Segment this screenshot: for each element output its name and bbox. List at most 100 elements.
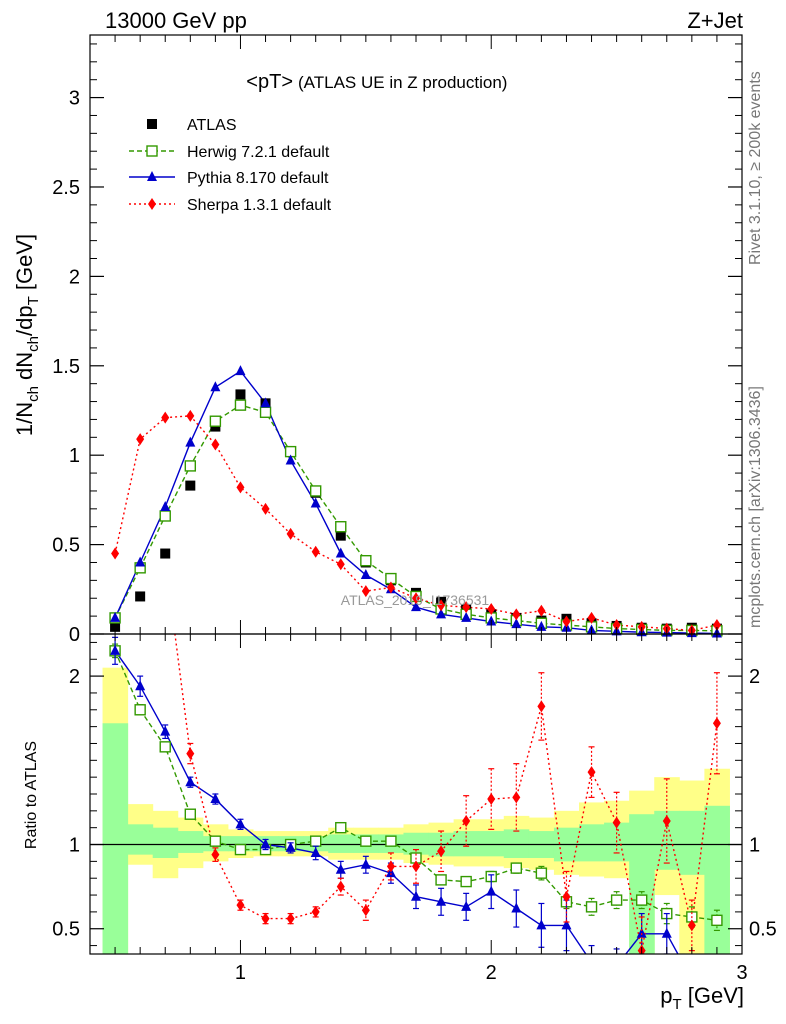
ratio-data-point: [135, 680, 146, 691]
main-data-point: [259, 406, 272, 418]
ratio-data-point: [386, 860, 395, 873]
ratio-series-line: [114, 650, 717, 921]
ratio-y-tick-label: 0.5: [52, 919, 80, 941]
ratio-data-point: [635, 894, 648, 906]
ratio-data-point: [486, 885, 497, 896]
ratio-panel: 0.5 0.5 1 1 2 2 1 2 3 Ratio to ATLAS pT [GeV]: [23, 633, 777, 1013]
ratio-data-point: [561, 919, 572, 930]
main-data-point: [236, 481, 245, 494]
uncertainty-band-inner: [177, 831, 204, 853]
main-data-point: [311, 545, 320, 558]
ratio-data-point: [159, 741, 171, 753]
main-data-point: [511, 618, 522, 629]
ratio-data-point: [636, 927, 647, 938]
main-data-point: [335, 521, 347, 533]
header-left: 13000 GeV pp: [105, 8, 247, 33]
header-right: Z+Jet: [687, 8, 743, 33]
uncertainty-band-inner: [503, 829, 530, 858]
ratio-data-point: [185, 776, 196, 787]
x-tick-label: 2: [486, 962, 497, 984]
y-axis-label-ratio: Ratio to ATLAS: [23, 741, 40, 849]
legend-label: Pythia 8.170 default: [187, 170, 329, 187]
mcplots-label: mcplots.cern.ch [arXiv:1306.3436]: [747, 386, 764, 628]
y-tick-label: 1: [69, 445, 80, 467]
x-tick-label: 3: [736, 962, 747, 984]
ratio-y-tick-label-right: 2: [749, 666, 760, 688]
ratio-data-point: [437, 845, 446, 858]
uncertainty-band-inner: [152, 827, 179, 858]
ratio-y-tick-label-right: 1: [749, 835, 760, 857]
uncertainty-band-inner: [704, 805, 730, 954]
ratio-data-point: [460, 875, 472, 888]
legend-label: Herwig 7.2.1 default: [187, 144, 330, 161]
ratio-data-point: [260, 838, 271, 849]
ratio-data-point: [360, 835, 372, 847]
y-tick-label: 0: [69, 624, 80, 646]
ratio-data-point: [712, 717, 721, 730]
ratio-data-point: [335, 821, 347, 834]
legend-label: ATLAS: [187, 117, 237, 134]
x-tick-label: 1: [235, 962, 246, 984]
main-data-point: [487, 602, 496, 615]
legend-marker: [148, 198, 156, 210]
y-tick-label: 2: [69, 266, 80, 288]
main-data-point: [310, 497, 321, 508]
ratio-data-point: [487, 793, 496, 806]
ratio-data-point: [610, 894, 623, 906]
ratio-data-point: [461, 900, 472, 911]
ratio-data-point: [562, 890, 571, 903]
ratio-data-point: [612, 816, 621, 829]
main-data-point: [186, 409, 195, 422]
main-data-point: [160, 501, 171, 512]
uncertainty-band-inner: [478, 831, 505, 857]
main-data-point: [261, 502, 270, 515]
watermark: ATLAS_2019_I1736531: [341, 592, 490, 608]
ratio-data-point: [385, 835, 397, 847]
ratio-data-point: [662, 814, 671, 827]
ratio-data-point: [186, 747, 195, 760]
ratio-data-point: [234, 843, 247, 856]
ratio-data-point: [236, 899, 245, 912]
main-data-point: [210, 381, 221, 392]
uncertainty-band-inner: [127, 824, 154, 855]
ratio-data-point: [235, 818, 246, 829]
main-data-point: [135, 556, 146, 567]
ratio-data-point: [335, 863, 346, 874]
main-data-point: [537, 604, 546, 617]
ratio-data-point: [336, 880, 345, 893]
main-data-point: [110, 621, 121, 632]
main-data-point: [110, 611, 121, 622]
uncertainty-band-inner: [403, 832, 430, 855]
main-data-point: [234, 399, 247, 411]
ratio-data-point: [261, 912, 270, 925]
ratio-data-point: [210, 793, 221, 804]
main-data-point: [285, 454, 296, 465]
legend-marker: [146, 145, 158, 157]
ratio-data-point: [536, 919, 547, 930]
main-data-point: [161, 411, 170, 424]
ratio-data-point: [286, 912, 295, 925]
ratio-data-point: [309, 835, 322, 847]
main-data-point: [637, 620, 646, 633]
ratio-data-point: [134, 704, 146, 716]
main-data-point: [587, 611, 596, 624]
main-data-point: [386, 581, 395, 594]
ratio-data-point: [462, 814, 471, 827]
main-data-point: [185, 436, 196, 447]
main-data-point: [436, 608, 447, 619]
ratio-data-point: [510, 862, 523, 874]
uncertainty-band-inner: [227, 836, 254, 852]
main-title: <pT>: [246, 71, 293, 93]
main-data-point: [462, 601, 471, 614]
y-tick-label: 2.5: [52, 177, 80, 199]
main-data-point: [361, 585, 370, 598]
ratio-data-point: [436, 895, 447, 906]
ratio-data-point: [412, 860, 420, 873]
ratio-data-point: [585, 901, 598, 913]
legend-marker: [147, 171, 157, 181]
main-data-point: [536, 620, 547, 631]
main-data-point: [160, 548, 171, 559]
main-subtitle: (ATLAS UE in Z production): [298, 73, 507, 92]
main-data-point: [461, 611, 472, 622]
